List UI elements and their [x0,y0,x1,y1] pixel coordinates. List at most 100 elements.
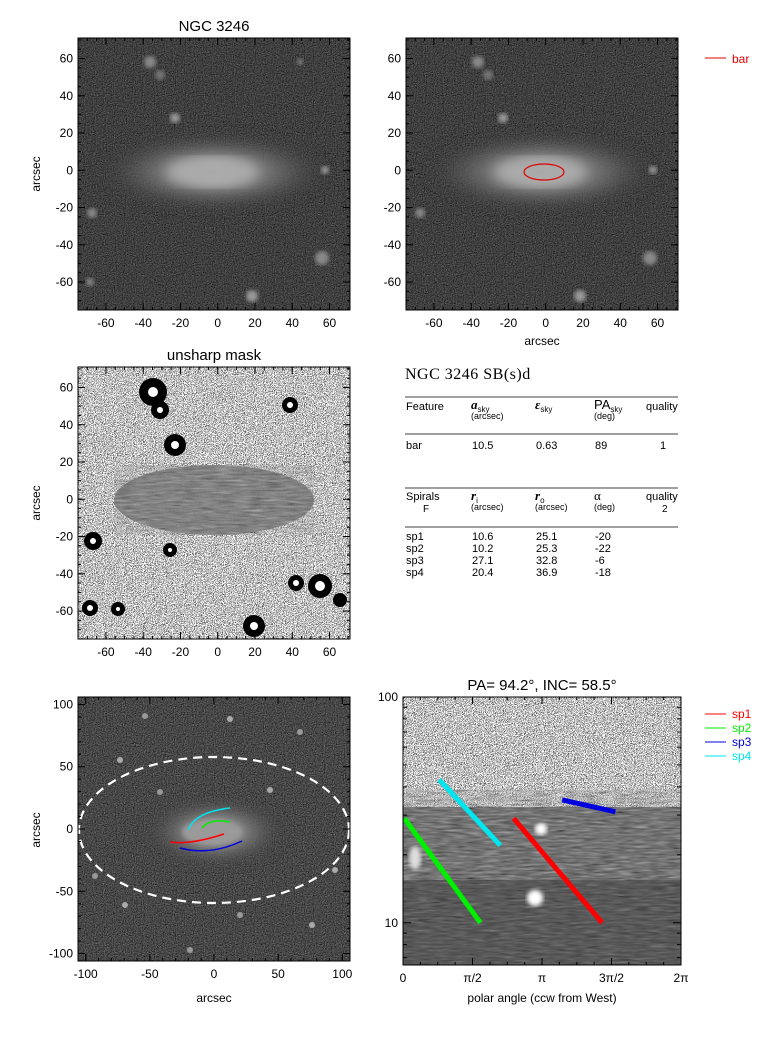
xticklabels-bottom-left: -100 -50 0 50 100 [74,967,353,981]
x-tick-label: 60 [323,645,337,659]
spiral-ri-sp4: 20.4 [472,567,494,579]
spiral-lines [402,778,616,925]
bar-feature: bar [406,440,422,452]
x-tick-label: -60 [425,316,443,330]
th-feature: Feature [406,401,444,413]
x-tick-label: π [538,971,546,985]
y-tick-label: -40 [56,238,74,252]
legend-label-sp2: sp2 [732,721,752,735]
ylabel-bottom-left: arcsec [29,812,43,847]
x-tick-label: 0 [214,316,221,330]
x-tick-label: 40 [614,316,628,330]
legend-label-sp4: sp4 [732,749,752,763]
y-tick-label: -60 [384,275,402,289]
x-tick-label: -40 [135,316,153,330]
spiral-alpha-sp2: -22 [595,543,611,555]
spiral-line-sp3 [561,797,616,815]
ylabel-mid-left: arcsec [29,485,43,520]
x-tick-label: 20 [248,645,262,659]
ylabel-top-left: arcsec [29,156,43,191]
xticklabels-mid-left: -60 -40 -20 0 20 40 60 [97,645,336,659]
spiral-name-sp3: sp3 [406,555,424,567]
x-tick-label: -60 [97,316,115,330]
y-tick-label: 20 [60,126,74,140]
spiral-quality-value: 2 [662,504,668,515]
y-tick-label: -40 [56,567,74,581]
legend-bar-label: bar [732,52,749,66]
xlabel-bottom-right: polar angle (ccw from West) [467,991,616,1005]
y-tick-label: 100 [378,690,398,704]
y-tick-label: -50 [56,884,74,898]
table-title: NGC 3246 SB(s)d [405,366,531,383]
title-top-left: NGC 3246 [179,18,250,35]
spiral-arc-sp4 [187,807,231,831]
spiral-ri-sp1: 10.6 [472,531,494,543]
bar-ellipse [523,163,565,181]
y-tick-label: 60 [388,51,402,65]
polar-image [403,697,681,965]
galaxy-image-top-left [78,38,350,310]
y-tick-label: 50 [60,760,74,774]
frame-top-left [77,37,351,311]
x-tick-label: 0 [214,645,221,659]
yticklabels-bottom-right: 100 10 [378,690,398,930]
x-tick-label: -60 [97,645,115,659]
x-tick-label: 60 [323,316,337,330]
frame-mid-left [77,366,351,640]
y-tick-label: -60 [56,604,74,618]
x-tick-label: 50 [271,967,285,981]
yticklabels-mid-left: 60 40 20 0 -20 -40 -60 [56,380,74,618]
th-ri: ri (arcsec) [471,488,504,513]
spiral-alpha-sp1: -20 [595,531,611,543]
x-tick-label: -20 [172,316,190,330]
y-tick-label: 0 [394,163,401,177]
y-tick-label: -100 [49,947,73,961]
bar-a: 10.5 [472,440,494,452]
th-spiral-quality: quality [646,491,678,503]
x-tick-label: 40 [286,316,300,330]
axis-ticks [77,38,682,965]
spiral-arc-sp1 [169,833,225,844]
y-tick-label: -20 [384,201,402,215]
xticklabels-top-left: -60 -40 -20 0 20 40 60 [97,316,336,330]
disk-ellipse [77,755,351,905]
spiral-arc-sp2 [201,820,231,829]
y-tick-label: 20 [60,455,74,469]
xticklabels-top-right: -60 -40 -20 0 20 40 60 [425,316,664,330]
legend-label-sp3: sp3 [732,735,752,749]
th-spirals-sub: F [423,504,430,515]
y-tick-label: 0 [66,163,73,177]
x-tick-label: 0 [211,967,218,981]
spiral-ri-sp2: 10.2 [472,543,494,555]
spiral-ro-sp4: 36.9 [536,567,558,579]
y-tick-label: -60 [56,275,74,289]
galaxy-image-top-right [406,38,678,310]
yticklabels-top-left: 60 40 20 0 -20 -40 -60 [56,51,74,289]
y-tick-label: -40 [384,238,402,252]
x-tick-label: 2π [674,971,689,985]
spiral-name-sp2: sp2 [406,543,424,555]
x-tick-label: 0 [542,316,549,330]
spiral-ri-sp3: 27.1 [472,555,494,567]
th-pa: PAsky (deg) [594,397,623,422]
th-e: εsky [535,397,553,415]
spiral-alpha-sp3: -6 [595,555,605,567]
x-tick-label: 60 [651,316,665,330]
x-tick-label: 3π/2 [599,971,624,985]
deprojected-galaxy-image [78,697,350,961]
legend-label-sp1: sp1 [732,707,752,721]
x-tick-label: π/2 [463,971,482,985]
y-tick-label: 20 [388,126,402,140]
spiral-alpha-sp4: -18 [595,567,611,579]
y-tick-label: 0 [66,822,73,836]
spiral-ro-sp2: 25.3 [536,543,558,555]
bar-pa: 89 [595,440,608,452]
y-tick-label: 0 [66,492,73,506]
th-a: asky (arcsec) [471,397,504,422]
xticklabels-bottom-right: 0 π/2 π 3π/2 2π [400,971,689,985]
yticklabels-top-right: 60 40 20 0 -20 -40 -60 [384,51,402,289]
x-tick-label: -40 [463,316,481,330]
spiral-name-sp4: sp4 [406,567,424,579]
